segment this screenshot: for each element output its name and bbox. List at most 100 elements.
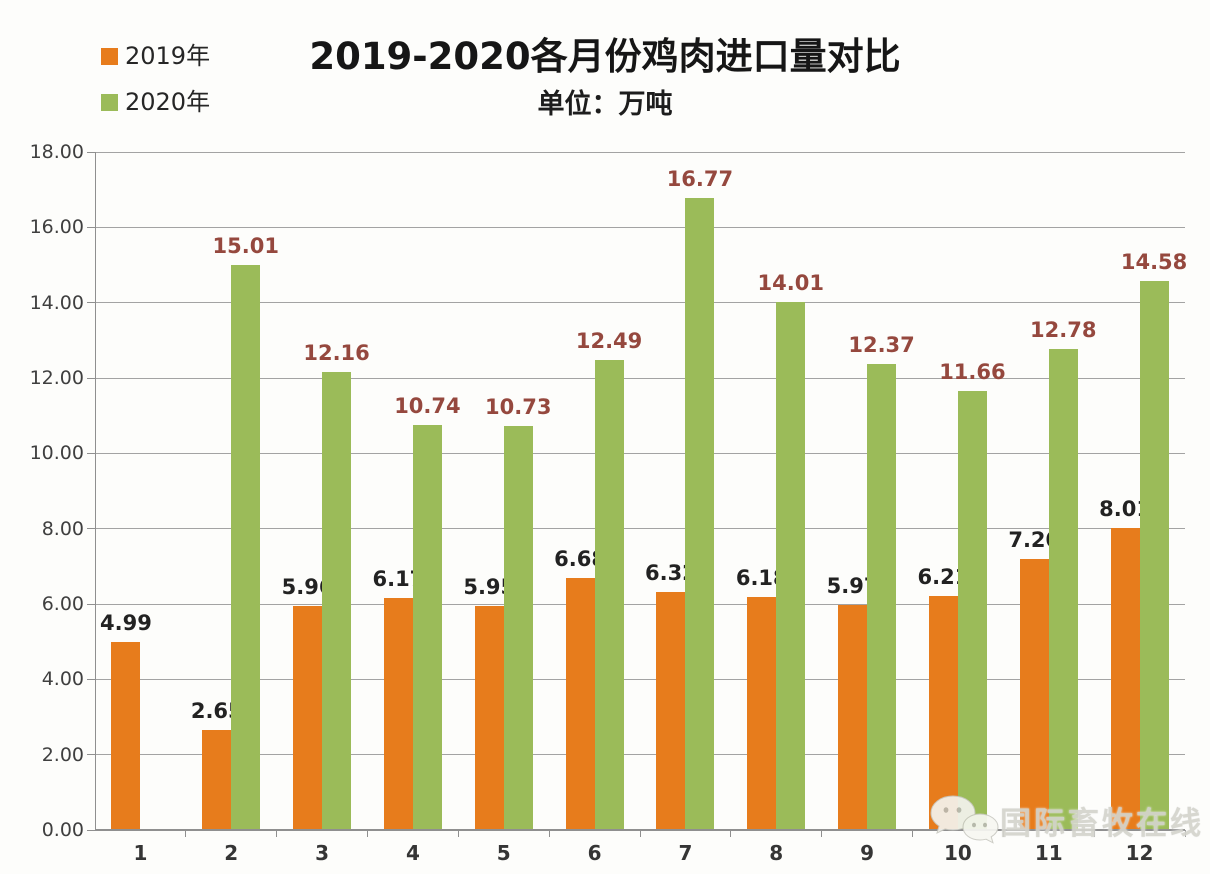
x-axis-tick [1093,830,1095,837]
y-axis-line [95,152,96,830]
bar-2019年-month-7 [656,591,686,830]
bar-2019年-month-3 [293,605,323,830]
x-axis-label-month-8: 8 [769,841,784,865]
bar-2019年-month-2 [202,730,232,830]
bar-2020年-month-3 [322,371,352,830]
y-axis-tick [87,151,95,153]
y-axis-tick [87,829,95,831]
bar-label-2020年-month-4: 10.74 [394,394,461,419]
chart-title: 2019-2020各月份鸡肉进口量对比 [309,35,901,78]
gridline-4 [95,678,1185,680]
y-axis-label: 18.00 [29,141,84,163]
bar-label-2020年-month-7: 16.77 [666,167,734,192]
x-axis-tick [457,830,459,837]
legend-item-2020: 2020年 [101,88,210,116]
gridline-14 [95,302,1185,304]
y-axis-label: 4.00 [41,668,84,691]
y-axis-label: 14.00 [29,291,84,314]
x-axis-label-month-7: 7 [678,841,693,865]
y-axis-label: 16.00 [29,216,84,239]
gridline-18 [95,151,1185,153]
gridline-6 [95,603,1185,605]
bar-2019年-month-4 [383,597,413,830]
legend-item-2019: 2019年 [101,42,210,70]
x-axis-label-month-4: 4 [405,841,420,865]
bar-2020年-month-9 [867,364,897,830]
y-axis-tick [87,377,95,379]
bar-2020年-month-6 [594,359,624,830]
y-axis-label: 10.00 [29,442,84,465]
y-axis-label: 6.00 [41,593,84,615]
bar-2019年-month-6 [565,578,595,830]
bar-2020年-month-7 [685,198,715,830]
x-axis-tick [1002,830,1004,837]
bar-label-2020年-month-11: 12.78 [1030,317,1097,342]
gridline-8 [95,528,1185,530]
y-axis-tick [87,603,95,605]
y-axis-label: 12.00 [29,367,84,389]
legend-swatch-2019-icon [101,47,118,65]
chart-subtitle: 单位：万吨 [537,89,673,120]
x-axis-label-month-12: 12 [1125,841,1154,865]
bar-label-2020年-month-10: 11.66 [939,359,1006,384]
bar-2019年-month-5 [474,605,504,830]
x-axis-line [95,829,1185,831]
bar-2020年-month-4 [412,425,442,830]
gridline-12 [95,377,1185,379]
bar-label-2020年-month-2: 15.01 [212,233,279,258]
bar-label-2019年-month-1: 4.99 [100,611,152,636]
bar-2019年-month-11 [1019,558,1049,830]
y-axis-tick [87,528,95,530]
legend-label-2020: 2020年 [125,88,211,116]
bar-2019年-month-9 [838,605,868,830]
legend-label-2019: 2019年 [125,42,211,70]
x-axis-tick [548,830,550,837]
y-axis-tick [87,678,95,680]
y-axis-label: 2.00 [41,743,84,766]
x-axis-label-month-5: 5 [496,841,511,865]
bar-2019年-month-12 [1110,528,1140,830]
x-axis-label-month-2: 2 [224,841,239,865]
bar-label-2020年-month-6: 12.49 [575,328,643,353]
bar-2019年-month-10 [928,596,958,830]
x-axis-label-month-9: 9 [860,841,875,865]
x-axis-label-month-1: 1 [133,841,148,865]
bar-2020年-month-10 [957,390,987,830]
bar-label-2020年-month-12: 14.58 [1120,249,1188,274]
x-axis-tick [1184,830,1186,837]
x-axis-label-month-3: 3 [315,841,330,865]
bar-2020年-month-11 [1048,348,1078,830]
x-axis-tick [730,830,732,837]
bar-2020年-month-12 [1139,280,1169,830]
x-axis-tick [821,830,823,837]
gridline-16 [95,226,1185,228]
bar-label-2020年-month-3: 12.16 [303,340,370,365]
gridline-2 [95,754,1185,756]
plot-area: 0.00 2.00 4.00 6.00 8.00 10.00 12.00 14.00 16.00… [30,141,1188,865]
x-axis-tick [912,830,913,837]
x-axis-tick [639,830,641,837]
x-axis-label-month-6: 6 [587,841,602,865]
y-axis-label: 8.00 [41,517,84,540]
x-axis-tick [276,830,278,837]
bar-label-2020年-month-5: 10.73 [485,394,552,419]
bar-label-2020年-month-8: 14.01 [757,271,824,296]
x-axis-tick [367,830,368,837]
y-axis-tick [87,452,95,454]
x-axis-label-month-10: 10 [943,841,972,865]
y-axis-label: 0.00 [41,819,84,841]
y-axis-tick [87,226,95,228]
bar-2019年-month-8 [747,597,777,830]
y-axis-tick [87,302,95,304]
x-axis-tick [185,830,187,837]
bar-2020年-month-5 [503,425,533,830]
gridline-10 [95,452,1185,454]
y-axis-tick [87,754,95,756]
x-axis-label-month-11: 11 [1034,841,1063,865]
chart-legend: 2019年 2020年 [101,42,210,134]
bar-label-2020年-month-9: 12.37 [848,333,915,358]
bar-2020年-month-8 [776,302,806,830]
bar-2020年-month-2 [231,264,261,830]
legend-swatch-2020-icon [101,93,118,111]
